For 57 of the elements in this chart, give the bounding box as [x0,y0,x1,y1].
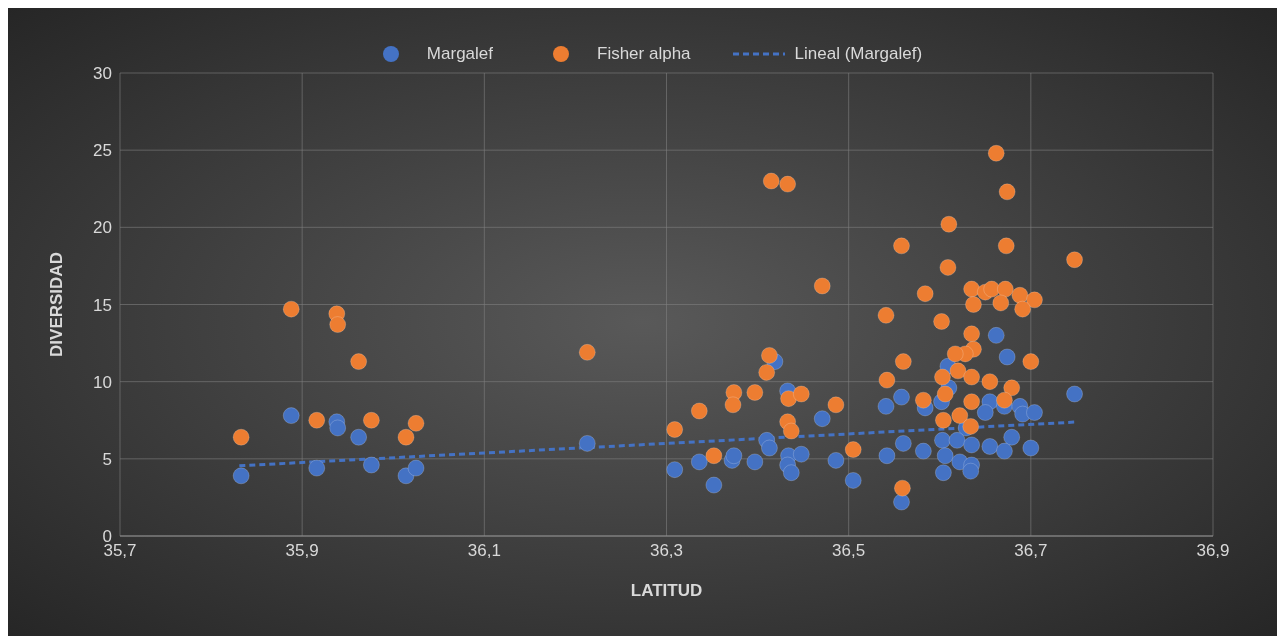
point [282,407,300,425]
point [934,464,952,482]
point [690,453,708,471]
point [1066,385,1084,403]
point [329,419,347,437]
point [963,436,981,454]
x-tick-label: 36,3 [649,541,684,561]
point [760,439,778,457]
point [948,431,966,449]
point [976,404,994,422]
point [362,456,380,474]
point [998,348,1016,366]
point [914,442,932,460]
x-axis-title: LATITUD [630,581,703,600]
point [1022,439,1040,457]
point [933,431,951,449]
legend-label: Lineal (Margalef) [794,44,923,64]
y-tick-label: 25 [93,141,112,161]
point [1003,428,1021,446]
point [827,451,845,469]
point [746,453,764,471]
point [1025,404,1043,422]
point [995,442,1013,460]
point [705,476,723,494]
point [232,467,250,485]
point [782,464,800,482]
y-tick-label: 30 [93,64,112,84]
y-tick-label: 20 [93,218,112,238]
point [893,493,910,511]
legend-label: Fisher alpha [597,44,691,64]
point [725,447,743,465]
point [813,410,831,428]
point [666,461,684,479]
point [878,447,896,465]
legend-label: Margalef [426,44,493,64]
y-tick-label: 10 [93,372,112,392]
point [893,388,910,406]
point [792,445,810,463]
y-tick-label: 15 [93,295,112,315]
x-tick-label: 36,1 [467,541,501,561]
point [578,434,596,452]
y-axis-title: DIVERSIDAD [47,252,67,357]
point [981,437,999,455]
point [407,459,425,477]
x-tick-label: 36,5 [832,541,866,561]
point [308,459,326,477]
point [962,462,980,480]
x-tick-label: 36,9 [1196,541,1230,561]
x-tick-label: 35,9 [285,541,319,561]
x-tick-label: 36,7 [1014,541,1048,561]
y-tick-label: 5 [102,449,112,469]
point [350,428,368,446]
point [987,326,1005,344]
point [936,447,954,465]
point [877,397,895,415]
point [844,471,862,489]
point [894,434,912,452]
